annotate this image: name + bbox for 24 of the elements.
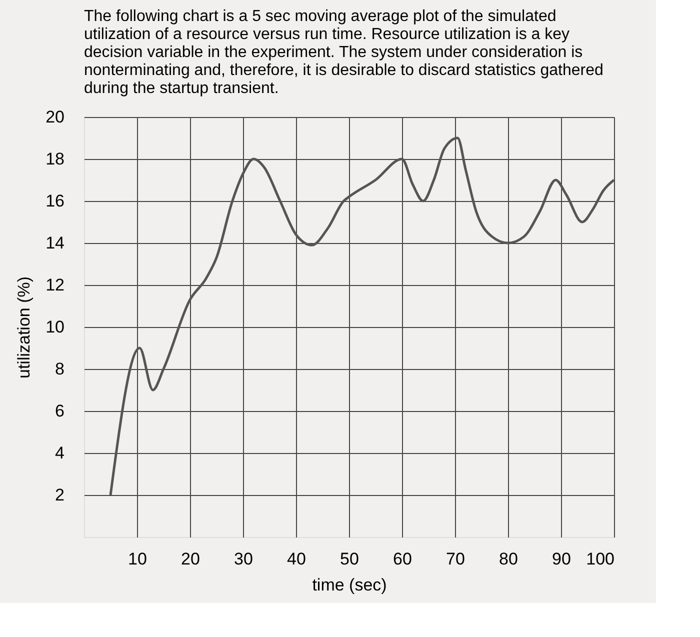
y-tick-label: 8: [55, 360, 64, 378]
y-tick-label: 2: [55, 486, 64, 504]
x-tick-label: 30: [234, 550, 253, 568]
x-tick-label: 40: [287, 550, 306, 568]
y-tick-label: 18: [46, 150, 64, 168]
y-tick-label: 12: [46, 276, 64, 294]
chart-title: The following chart is a 5 sec moving average plot of the simulated utilization of a resource versus run time. Resource utilization is a key decision variable in the experiment. The system under consideration is nonterminating and, therefore, it is desirable to discard statistics gathered during the startup transient.: [84, 8, 604, 97]
x-tick-label: 90: [552, 550, 571, 568]
x-tick-label: 100: [586, 550, 614, 568]
x-tick-label: 80: [499, 550, 518, 568]
line-series: [109, 136, 616, 496]
x-tick-label: 60: [393, 550, 412, 568]
y-tick-label: 14: [46, 234, 64, 252]
y-axis-title: utilization (%): [14, 276, 34, 379]
x-axis-title: time (sec): [312, 576, 387, 594]
y-tick-label: 16: [46, 192, 64, 210]
y-tick-label: 10: [46, 318, 64, 336]
y-tick-label: 4: [55, 444, 64, 462]
y-tick-label: 20: [46, 108, 64, 126]
x-tick-label: 20: [181, 550, 200, 568]
x-tick-label: 50: [340, 550, 359, 568]
y-tick-label: 6: [55, 402, 64, 420]
x-tick-label: 70: [446, 550, 465, 568]
x-tick-label: 10: [128, 550, 147, 568]
